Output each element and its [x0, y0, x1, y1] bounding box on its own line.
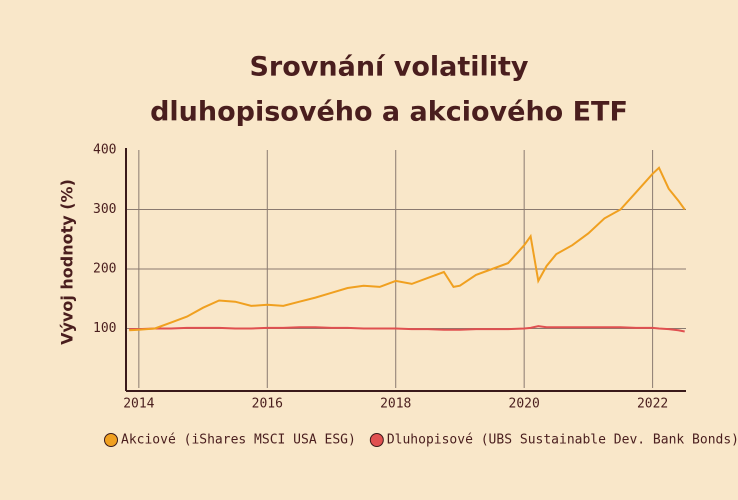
- x-tick-label: 2022: [637, 397, 668, 412]
- y-tick-label: 200: [93, 262, 116, 277]
- legend-label: Akciové (iShares MSCI USA ESG): [121, 433, 356, 448]
- y-axis-label: Vývoj hodnoty (%): [58, 179, 77, 345]
- x-tick-label: 2016: [252, 397, 283, 412]
- chart-title: Srovnání volatility: [249, 52, 528, 83]
- x-tick-label: 2014: [123, 397, 154, 412]
- y-tick-label: 400: [93, 143, 116, 158]
- x-tick-label: 2020: [509, 397, 540, 412]
- series-line: [129, 166, 686, 332]
- legend-label: Dluhopisové (UBS Sustainable Dev. Bank B…: [387, 433, 738, 448]
- y-tick-label: 300: [93, 202, 116, 217]
- y-tick-label: 100: [93, 321, 116, 336]
- chart-subtitle: dluhopisového a akciového ETF: [150, 97, 628, 128]
- legend-marker: [104, 433, 118, 447]
- legend-marker: [369, 433, 384, 447]
- x-tick-label: 2018: [380, 397, 411, 412]
- series-line: [129, 325, 685, 333]
